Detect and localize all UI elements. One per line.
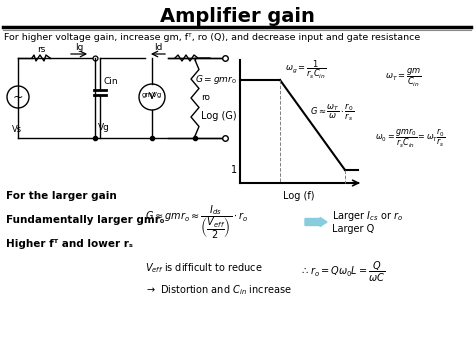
Text: $\omega_T = \dfrac{gm}{C_{in}}$: $\omega_T = \dfrac{gm}{C_{in}}$ — [385, 67, 421, 89]
Text: $G \approx gmr_o \approx \dfrac{I_{ds}}{\left(\dfrac{V_{eff}}{2}\right)} \cdot r: $G \approx gmr_o \approx \dfrac{I_{ds}}{… — [145, 203, 248, 241]
Text: ~: ~ — [13, 91, 23, 104]
Text: Fundamentally larger gmr₀: Fundamentally larger gmr₀ — [6, 215, 164, 225]
Text: ro: ro — [201, 93, 210, 102]
FancyArrow shape — [305, 218, 327, 226]
Text: Amplifier gain: Amplifier gain — [160, 6, 314, 26]
Text: rs: rs — [37, 45, 45, 55]
Text: Higher fᵀ and lower rₛ: Higher fᵀ and lower rₛ — [6, 239, 133, 249]
Text: Id: Id — [154, 44, 162, 53]
Text: Cin: Cin — [104, 77, 118, 87]
Text: $\rightarrow$ Distortion and $C_{in}$ increase: $\rightarrow$ Distortion and $C_{in}$ in… — [145, 283, 292, 297]
Text: $\omega_g = \dfrac{1}{r_s C_{in}}$: $\omega_g = \dfrac{1}{r_s C_{in}}$ — [285, 59, 327, 81]
Text: Larger Q: Larger Q — [332, 224, 374, 234]
Text: Log (G): Log (G) — [201, 111, 237, 121]
Text: Vg: Vg — [98, 124, 110, 132]
Text: Vs: Vs — [12, 126, 22, 135]
Text: gmVg: gmVg — [142, 92, 162, 98]
Text: $G=gmr_0$: $G=gmr_0$ — [195, 73, 237, 87]
Text: $\omega_0 = \dfrac{gmr_0}{r_s C_{in}} = \omega_T \dfrac{r_0}{r_s}$: $\omega_0 = \dfrac{gmr_0}{r_s C_{in}} = … — [375, 126, 446, 149]
Text: For the larger gain: For the larger gain — [6, 191, 117, 201]
Text: $G \approx \dfrac{\omega_T}{\omega} \cdot \dfrac{r_0}{r_s}$: $G \approx \dfrac{\omega_T}{\omega} \cdo… — [310, 101, 354, 123]
Text: 1: 1 — [231, 165, 237, 175]
Text: $V_{eff}$ is difficult to reduce: $V_{eff}$ is difficult to reduce — [145, 261, 263, 275]
Text: $\therefore r_o = Q\omega_0 L = \dfrac{Q}{\omega C}$: $\therefore r_o = Q\omega_0 L = \dfrac{Q… — [300, 260, 385, 284]
Text: For higher voltage gain, increase gm, fᵀ, ro (Q), and decrease input and gate re: For higher voltage gain, increase gm, fᵀ… — [4, 33, 420, 43]
Text: Larger $I_{cs}$ or $r_o$: Larger $I_{cs}$ or $r_o$ — [332, 209, 403, 223]
Text: Log (f): Log (f) — [283, 191, 315, 201]
Text: Ig: Ig — [75, 44, 83, 53]
